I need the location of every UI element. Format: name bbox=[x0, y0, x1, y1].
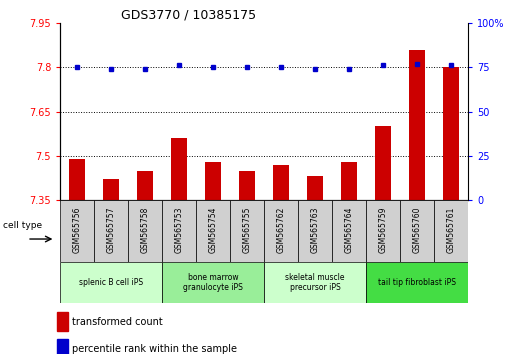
Bar bbox=[60, 262, 162, 303]
Bar bbox=[400, 200, 434, 262]
Text: GSM565759: GSM565759 bbox=[379, 206, 388, 253]
Text: GSM565758: GSM565758 bbox=[141, 206, 150, 253]
Text: GSM565762: GSM565762 bbox=[277, 206, 286, 253]
Text: GSM565754: GSM565754 bbox=[209, 206, 218, 253]
Bar bbox=[60, 200, 94, 262]
Text: GDS3770 / 10385175: GDS3770 / 10385175 bbox=[121, 9, 256, 22]
Text: splenic B cell iPS: splenic B cell iPS bbox=[79, 278, 143, 287]
Bar bbox=[410, 50, 425, 200]
Text: GSM565764: GSM565764 bbox=[345, 206, 354, 253]
Bar bbox=[298, 200, 332, 262]
Text: GSM565760: GSM565760 bbox=[413, 206, 422, 253]
Text: percentile rank within the sample: percentile rank within the sample bbox=[72, 343, 237, 354]
Bar bbox=[57, 313, 68, 331]
Bar bbox=[128, 200, 162, 262]
Text: GSM565763: GSM565763 bbox=[311, 206, 320, 253]
Text: skeletal muscle
precursor iPS: skeletal muscle precursor iPS bbox=[286, 273, 345, 292]
Bar bbox=[70, 159, 85, 200]
Bar bbox=[57, 339, 68, 354]
Bar bbox=[366, 200, 400, 262]
Bar bbox=[230, 200, 264, 262]
Bar bbox=[104, 179, 119, 200]
Bar bbox=[206, 162, 221, 200]
Text: bone marrow
granulocyte iPS: bone marrow granulocyte iPS bbox=[183, 273, 243, 292]
Bar bbox=[162, 200, 196, 262]
Bar bbox=[196, 200, 230, 262]
Bar bbox=[264, 262, 366, 303]
Bar bbox=[444, 67, 459, 200]
Bar bbox=[434, 200, 468, 262]
Text: GSM565757: GSM565757 bbox=[107, 206, 116, 253]
Text: GSM565756: GSM565756 bbox=[73, 206, 82, 253]
Text: GSM565755: GSM565755 bbox=[243, 206, 252, 253]
Bar bbox=[264, 200, 298, 262]
Bar bbox=[274, 165, 289, 200]
Text: GSM565761: GSM565761 bbox=[447, 206, 456, 253]
Bar bbox=[332, 200, 366, 262]
Text: GSM565753: GSM565753 bbox=[175, 206, 184, 253]
Bar bbox=[376, 126, 391, 200]
Text: cell type: cell type bbox=[3, 221, 42, 230]
Bar bbox=[94, 200, 128, 262]
Text: tail tip fibroblast iPS: tail tip fibroblast iPS bbox=[378, 278, 456, 287]
Bar bbox=[138, 171, 153, 200]
Text: transformed count: transformed count bbox=[72, 317, 163, 327]
Bar bbox=[240, 171, 255, 200]
Bar bbox=[342, 162, 357, 200]
Bar bbox=[366, 262, 468, 303]
Bar bbox=[162, 262, 264, 303]
Bar bbox=[172, 138, 187, 200]
Bar bbox=[308, 176, 323, 200]
